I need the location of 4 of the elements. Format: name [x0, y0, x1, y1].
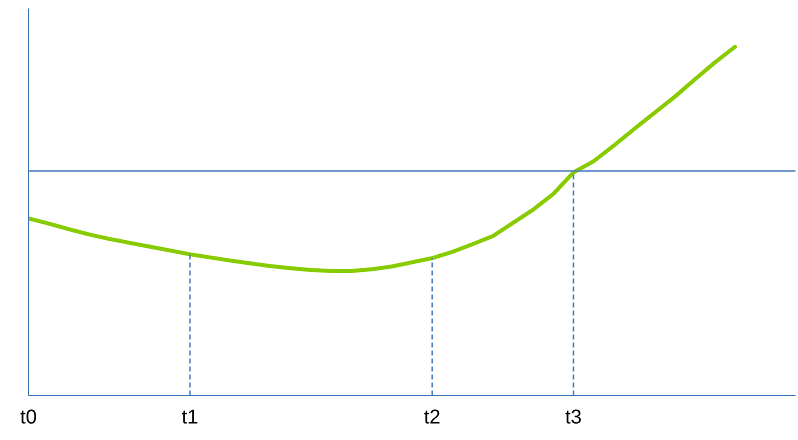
x-tick-label: t2	[424, 406, 441, 428]
x-tick-label: t3	[565, 406, 582, 428]
x-tick-label: t1	[182, 406, 198, 428]
x-tick-label: t0	[20, 406, 37, 428]
